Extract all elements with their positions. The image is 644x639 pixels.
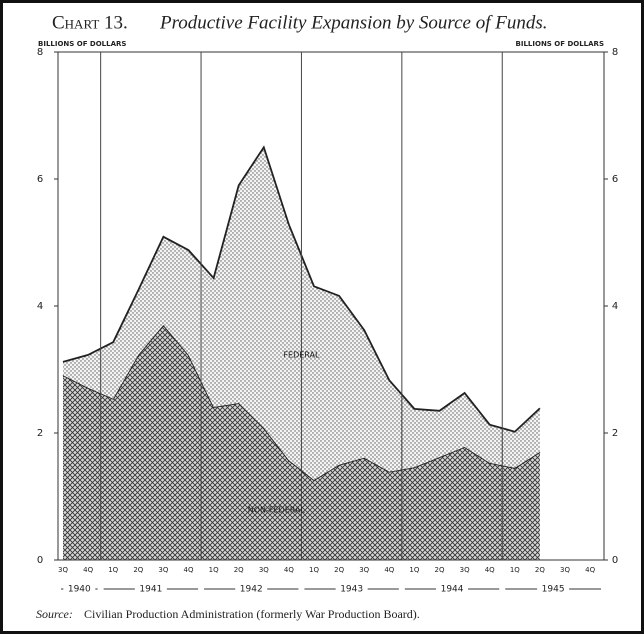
year-label: 1944 <box>441 585 464 595</box>
year-label: 1941 <box>139 585 162 595</box>
y2-tick-label: 8 <box>612 47 618 58</box>
y-tick-label: 4 <box>37 301 43 312</box>
source-text: Civilian Production Administration (form… <box>84 607 420 621</box>
x-tick-label: 1Q <box>510 566 520 574</box>
y2-tick-label: 0 <box>612 555 618 566</box>
series-label: NON-FEDERAL <box>248 506 306 515</box>
year-label: 1942 <box>240 585 263 595</box>
x-tick-label: 4Q <box>585 566 595 574</box>
y-tick-label: 2 <box>37 428 43 439</box>
chart-title: Productive Facility Expansion by Source … <box>159 12 547 33</box>
x-tick-label: 4Q <box>83 566 93 574</box>
x-tick-label: 4Q <box>485 566 495 574</box>
year-label: 1943 <box>340 585 363 595</box>
y2-axis-label: BILLIONS OF DOLLARS <box>516 40 604 48</box>
y-tick-label: 0 <box>37 555 43 566</box>
chart-number: Chart 13. <box>52 12 128 33</box>
series-label: FEDERAL <box>283 351 320 360</box>
y2-tick-label: 4 <box>612 301 618 312</box>
x-tick-label: 3Q <box>359 566 369 574</box>
y-tick-label: 6 <box>37 174 43 185</box>
y2-tick-label: 2 <box>612 428 618 439</box>
y2-tick-label: 6 <box>612 174 618 185</box>
x-tick-label: 2Q <box>334 566 344 574</box>
x-tick-label: 2Q <box>234 566 244 574</box>
area <box>63 325 540 560</box>
x-tick-label: 4Q <box>384 566 394 574</box>
year-label: 1940 <box>68 585 91 595</box>
y-tick-label: 8 <box>37 47 43 58</box>
x-tick-label: 1Q <box>209 566 219 574</box>
x-tick-label: 3Q <box>259 566 269 574</box>
x-tick-label: 1Q <box>409 566 419 574</box>
y-axis-label: BILLIONS OF DOLLARS <box>38 40 126 48</box>
x-tick-label: 1Q <box>108 566 118 574</box>
x-tick-label: 2Q <box>535 566 545 574</box>
year-label: 1945 <box>542 585 565 595</box>
x-tick-label: 3Q <box>560 566 570 574</box>
x-tick-label: 3Q <box>158 566 168 574</box>
x-tick-label: 3Q <box>460 566 470 574</box>
x-tick-label: 4Q <box>284 566 294 574</box>
source-label: Source: <box>36 607 73 621</box>
x-tick-label: 3Q <box>58 566 68 574</box>
x-tick-label: 2Q <box>133 566 143 574</box>
x-tick-label: 4Q <box>184 566 194 574</box>
x-tick-label: 1Q <box>309 566 319 574</box>
x-tick-label: 2Q <box>435 566 445 574</box>
